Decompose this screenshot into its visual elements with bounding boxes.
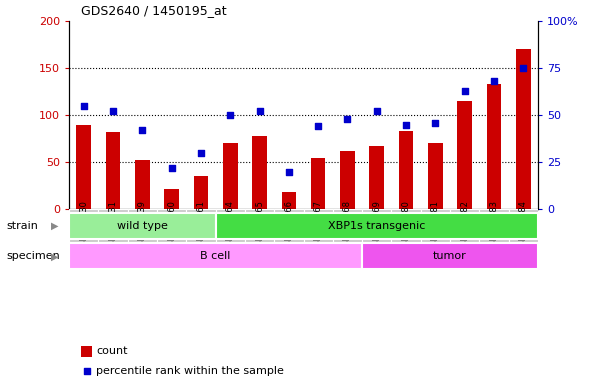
Point xyxy=(79,103,88,109)
Point xyxy=(519,65,528,71)
Bar xyxy=(362,209,391,242)
Bar xyxy=(370,146,384,209)
Bar xyxy=(252,136,267,209)
Point xyxy=(489,78,499,84)
Bar xyxy=(216,209,245,242)
Text: B cell: B cell xyxy=(200,251,231,262)
Text: GSM160730: GSM160730 xyxy=(79,200,88,251)
Text: ▶: ▶ xyxy=(51,251,58,262)
Bar xyxy=(516,50,531,209)
Bar xyxy=(274,209,304,242)
Text: percentile rank within the sample: percentile rank within the sample xyxy=(96,366,284,376)
Bar xyxy=(186,209,216,242)
Bar xyxy=(391,209,421,242)
Bar xyxy=(194,176,209,209)
Bar xyxy=(340,151,355,209)
Bar xyxy=(487,84,501,209)
Bar xyxy=(428,144,443,209)
Bar xyxy=(245,209,274,242)
Bar xyxy=(457,101,472,209)
Bar xyxy=(398,131,413,209)
Bar xyxy=(69,209,99,242)
Bar xyxy=(164,189,179,209)
Point xyxy=(372,108,382,114)
Text: GSM160865: GSM160865 xyxy=(255,200,264,251)
Text: GSM160883: GSM160883 xyxy=(489,200,498,251)
Text: GDS2640 / 1450195_at: GDS2640 / 1450195_at xyxy=(81,4,227,17)
Text: tumor: tumor xyxy=(433,251,467,262)
Text: wild type: wild type xyxy=(117,220,168,231)
Text: GSM160881: GSM160881 xyxy=(431,200,440,251)
Text: ▶: ▶ xyxy=(51,220,58,231)
Bar xyxy=(508,209,538,242)
Bar xyxy=(421,209,450,242)
Text: GSM160884: GSM160884 xyxy=(519,200,528,251)
Text: GSM160880: GSM160880 xyxy=(401,200,410,251)
Text: specimen: specimen xyxy=(6,251,59,262)
Text: GSM160739: GSM160739 xyxy=(138,200,147,251)
Bar xyxy=(135,161,150,209)
Bar xyxy=(223,144,237,209)
Bar xyxy=(362,243,538,269)
Point xyxy=(167,165,177,171)
Bar xyxy=(157,209,186,242)
Text: GSM160861: GSM160861 xyxy=(197,200,206,251)
Bar xyxy=(76,124,91,209)
Text: GSM160867: GSM160867 xyxy=(314,200,323,251)
Bar xyxy=(311,157,326,209)
Text: GSM160731: GSM160731 xyxy=(109,200,118,251)
Point xyxy=(138,127,147,133)
Bar xyxy=(106,132,120,209)
Point xyxy=(460,88,469,94)
Point xyxy=(82,367,91,374)
Bar xyxy=(333,209,362,242)
Text: GSM160869: GSM160869 xyxy=(372,200,381,251)
Point xyxy=(284,169,294,175)
Bar xyxy=(69,243,362,269)
Text: GSM160860: GSM160860 xyxy=(167,200,176,251)
Bar xyxy=(281,192,296,209)
Text: GSM160868: GSM160868 xyxy=(343,200,352,251)
Text: strain: strain xyxy=(6,220,38,231)
Point xyxy=(196,150,206,156)
Point xyxy=(108,108,118,114)
Bar xyxy=(69,213,216,238)
Bar xyxy=(450,209,480,242)
Bar xyxy=(480,209,508,242)
Point xyxy=(343,116,352,122)
Text: GSM160882: GSM160882 xyxy=(460,200,469,251)
Point xyxy=(225,112,235,118)
Text: count: count xyxy=(96,346,127,356)
Bar xyxy=(216,213,538,238)
Bar xyxy=(128,209,157,242)
Text: GSM160864: GSM160864 xyxy=(226,200,235,251)
Text: XBP1s transgenic: XBP1s transgenic xyxy=(328,220,426,231)
Point xyxy=(313,123,323,129)
Point xyxy=(430,120,440,126)
Bar xyxy=(304,209,333,242)
Bar xyxy=(99,209,127,242)
Text: GSM160866: GSM160866 xyxy=(284,200,293,251)
Point xyxy=(401,121,411,127)
Point xyxy=(255,108,264,114)
